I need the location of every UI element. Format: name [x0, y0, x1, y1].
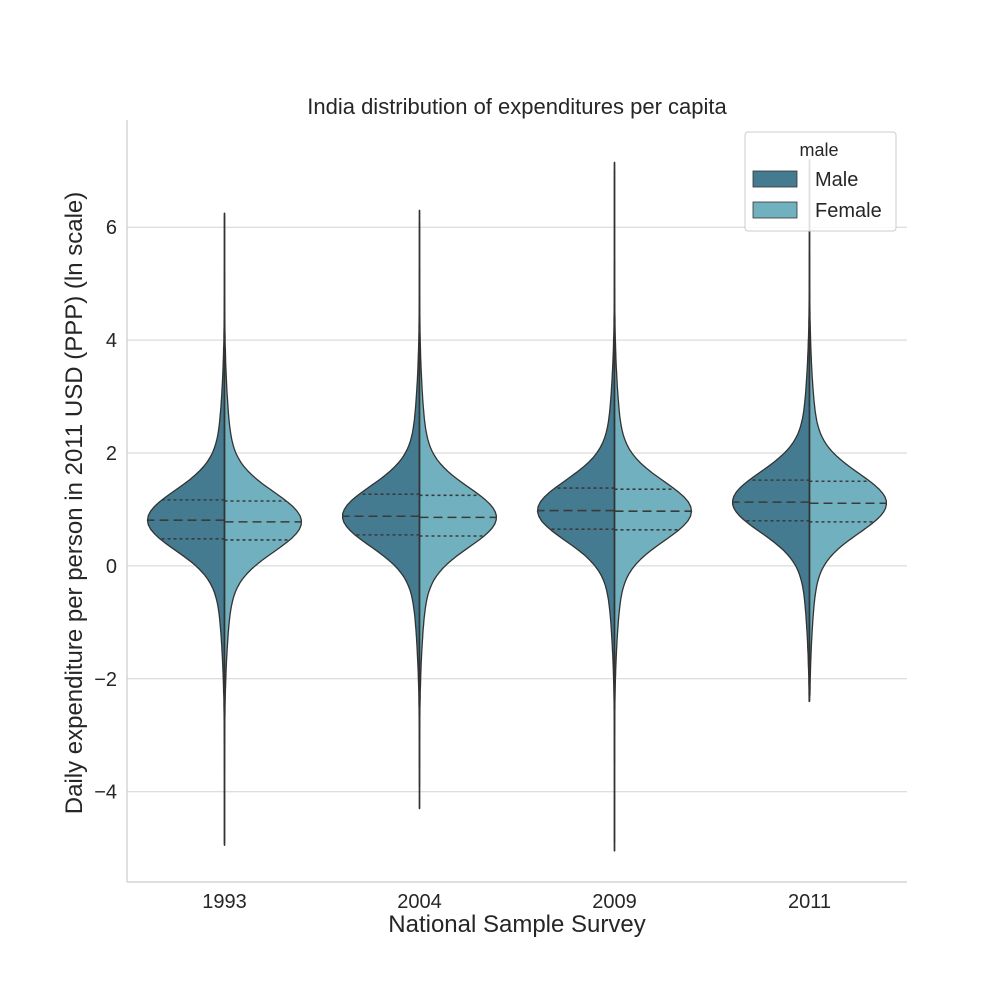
legend: male Male Female [744, 131, 897, 232]
violin-half-female [223, 215, 303, 844]
y-tick-label: −4 [94, 782, 117, 804]
x-tick-label: 2009 [592, 891, 637, 913]
x-axis-label: National Sample Survey [388, 911, 645, 938]
x-tick-label: 2004 [397, 891, 442, 913]
axes [126, 120, 907, 883]
chart-title: India distribution of expenditures per c… [307, 94, 727, 119]
legend-title: male [799, 140, 838, 160]
y-tick-label: 4 [106, 330, 117, 352]
y-axis-label: Daily expenditure per person in 2011 USD… [61, 192, 88, 815]
violin-half-female [418, 220, 498, 787]
tick-labels: −4 −2 0 2 4 6 1993 2004 2009 2011 [94, 217, 831, 913]
violin-half-male [536, 161, 616, 852]
legend-swatch-male [752, 170, 798, 188]
y-tick-label: 0 [106, 556, 117, 578]
y-tick-label: 6 [106, 217, 117, 239]
violin-half-female [808, 170, 888, 697]
y-tick-label: −2 [94, 669, 117, 691]
violin-half-male [146, 212, 226, 846]
violin-half-male [341, 209, 421, 810]
x-tick-label: 1993 [202, 891, 247, 913]
grid-lines [127, 226, 907, 793]
x-tick-label: 2011 [788, 891, 831, 913]
violin-half-female [613, 170, 693, 844]
legend-label-male: Male [815, 169, 858, 191]
violins [146, 158, 888, 852]
legend-label-female: Female [815, 200, 882, 222]
violin-half-male [731, 158, 811, 703]
y-tick-label: 2 [106, 443, 117, 465]
legend-swatch-female [752, 201, 798, 219]
